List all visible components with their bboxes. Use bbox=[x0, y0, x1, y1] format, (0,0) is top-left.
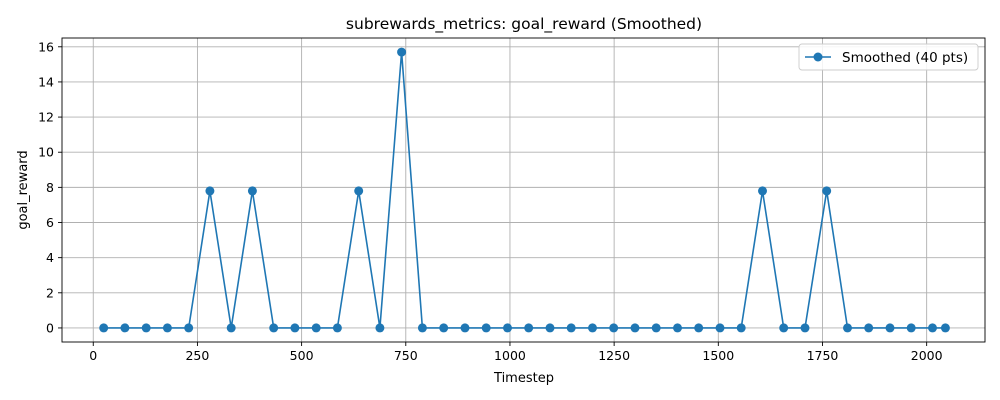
plot-area bbox=[62, 38, 985, 342]
x-tick-label: 2000 bbox=[911, 348, 943, 363]
x-tick-label: 500 bbox=[290, 348, 314, 363]
data-point bbox=[417, 323, 427, 333]
data-point bbox=[673, 323, 682, 333]
data-point bbox=[247, 186, 257, 196]
data-point bbox=[332, 323, 342, 333]
data-point bbox=[460, 323, 470, 333]
legend: Smoothed (40 pts) bbox=[798, 43, 979, 71]
plot-frame bbox=[61, 37, 986, 343]
data-point bbox=[609, 323, 619, 333]
x-tick-label: 1000 bbox=[494, 348, 526, 363]
data-point bbox=[439, 323, 449, 333]
x-axis-label: Timestep bbox=[493, 371, 554, 386]
data-point bbox=[864, 323, 874, 333]
data-point bbox=[290, 323, 300, 333]
data-point bbox=[715, 323, 725, 333]
data-point bbox=[651, 323, 661, 333]
y-tick-label: 2 bbox=[46, 285, 54, 300]
data-point bbox=[758, 186, 767, 196]
data-point bbox=[375, 323, 385, 333]
y-tick-label: 10 bbox=[38, 145, 54, 160]
data-point bbox=[311, 323, 321, 333]
y-axis-label: goal_reward bbox=[16, 150, 31, 229]
y-tick-label: 12 bbox=[38, 110, 54, 125]
y-tick-label: 14 bbox=[38, 74, 54, 89]
data-point bbox=[940, 323, 950, 333]
data-point bbox=[524, 323, 534, 333]
x-gridlines bbox=[92, 38, 928, 342]
data-point bbox=[843, 323, 852, 333]
data-point bbox=[120, 323, 130, 333]
y-tick-label: 0 bbox=[46, 320, 54, 335]
legend-box bbox=[798, 43, 979, 71]
x-tick-label: 750 bbox=[394, 348, 418, 363]
x-tick-label: 250 bbox=[185, 348, 209, 363]
data-point bbox=[822, 186, 832, 196]
data-point bbox=[184, 323, 194, 333]
y-axis-ticks: 0 2 4 6 8 10 12 14 16 bbox=[38, 39, 62, 335]
data-point bbox=[906, 323, 916, 333]
data-point bbox=[885, 323, 895, 333]
x-axis-ticks: 0 250 500 750 1000 1250 1500 1750 2000 bbox=[89, 342, 943, 363]
data-point bbox=[630, 323, 640, 333]
data-point bbox=[99, 323, 109, 333]
series-markers bbox=[99, 47, 950, 333]
data-point bbox=[205, 186, 215, 196]
data-point bbox=[779, 323, 789, 333]
x-tick-label: 0 bbox=[89, 348, 97, 363]
data-point bbox=[545, 323, 555, 333]
data-point bbox=[162, 323, 172, 333]
x-tick-label: 1500 bbox=[702, 348, 734, 363]
x-tick-label: 1250 bbox=[598, 348, 630, 363]
data-point bbox=[503, 323, 512, 333]
data-point bbox=[928, 323, 937, 333]
x-tick-label: 1750 bbox=[807, 348, 839, 363]
data-point bbox=[481, 323, 491, 333]
y-tick-label: 8 bbox=[46, 180, 54, 195]
data-point bbox=[354, 186, 364, 196]
data-point bbox=[269, 323, 279, 333]
legend-marker-swatch bbox=[813, 52, 823, 62]
legend-label: Smoothed (40 pts) bbox=[842, 50, 968, 66]
data-point bbox=[397, 47, 407, 57]
data-point bbox=[226, 323, 236, 333]
data-point bbox=[141, 323, 151, 333]
data-point bbox=[694, 323, 704, 333]
y-tick-label: 4 bbox=[46, 250, 54, 265]
data-point bbox=[736, 323, 746, 333]
y-tick-label: 6 bbox=[46, 215, 54, 230]
y-tick-label: 16 bbox=[38, 39, 54, 54]
chart-title: subrewards_metrics: goal_reward (Smoothe… bbox=[346, 15, 702, 34]
data-point bbox=[800, 323, 810, 333]
data-point bbox=[588, 323, 597, 333]
data-point bbox=[566, 323, 576, 333]
